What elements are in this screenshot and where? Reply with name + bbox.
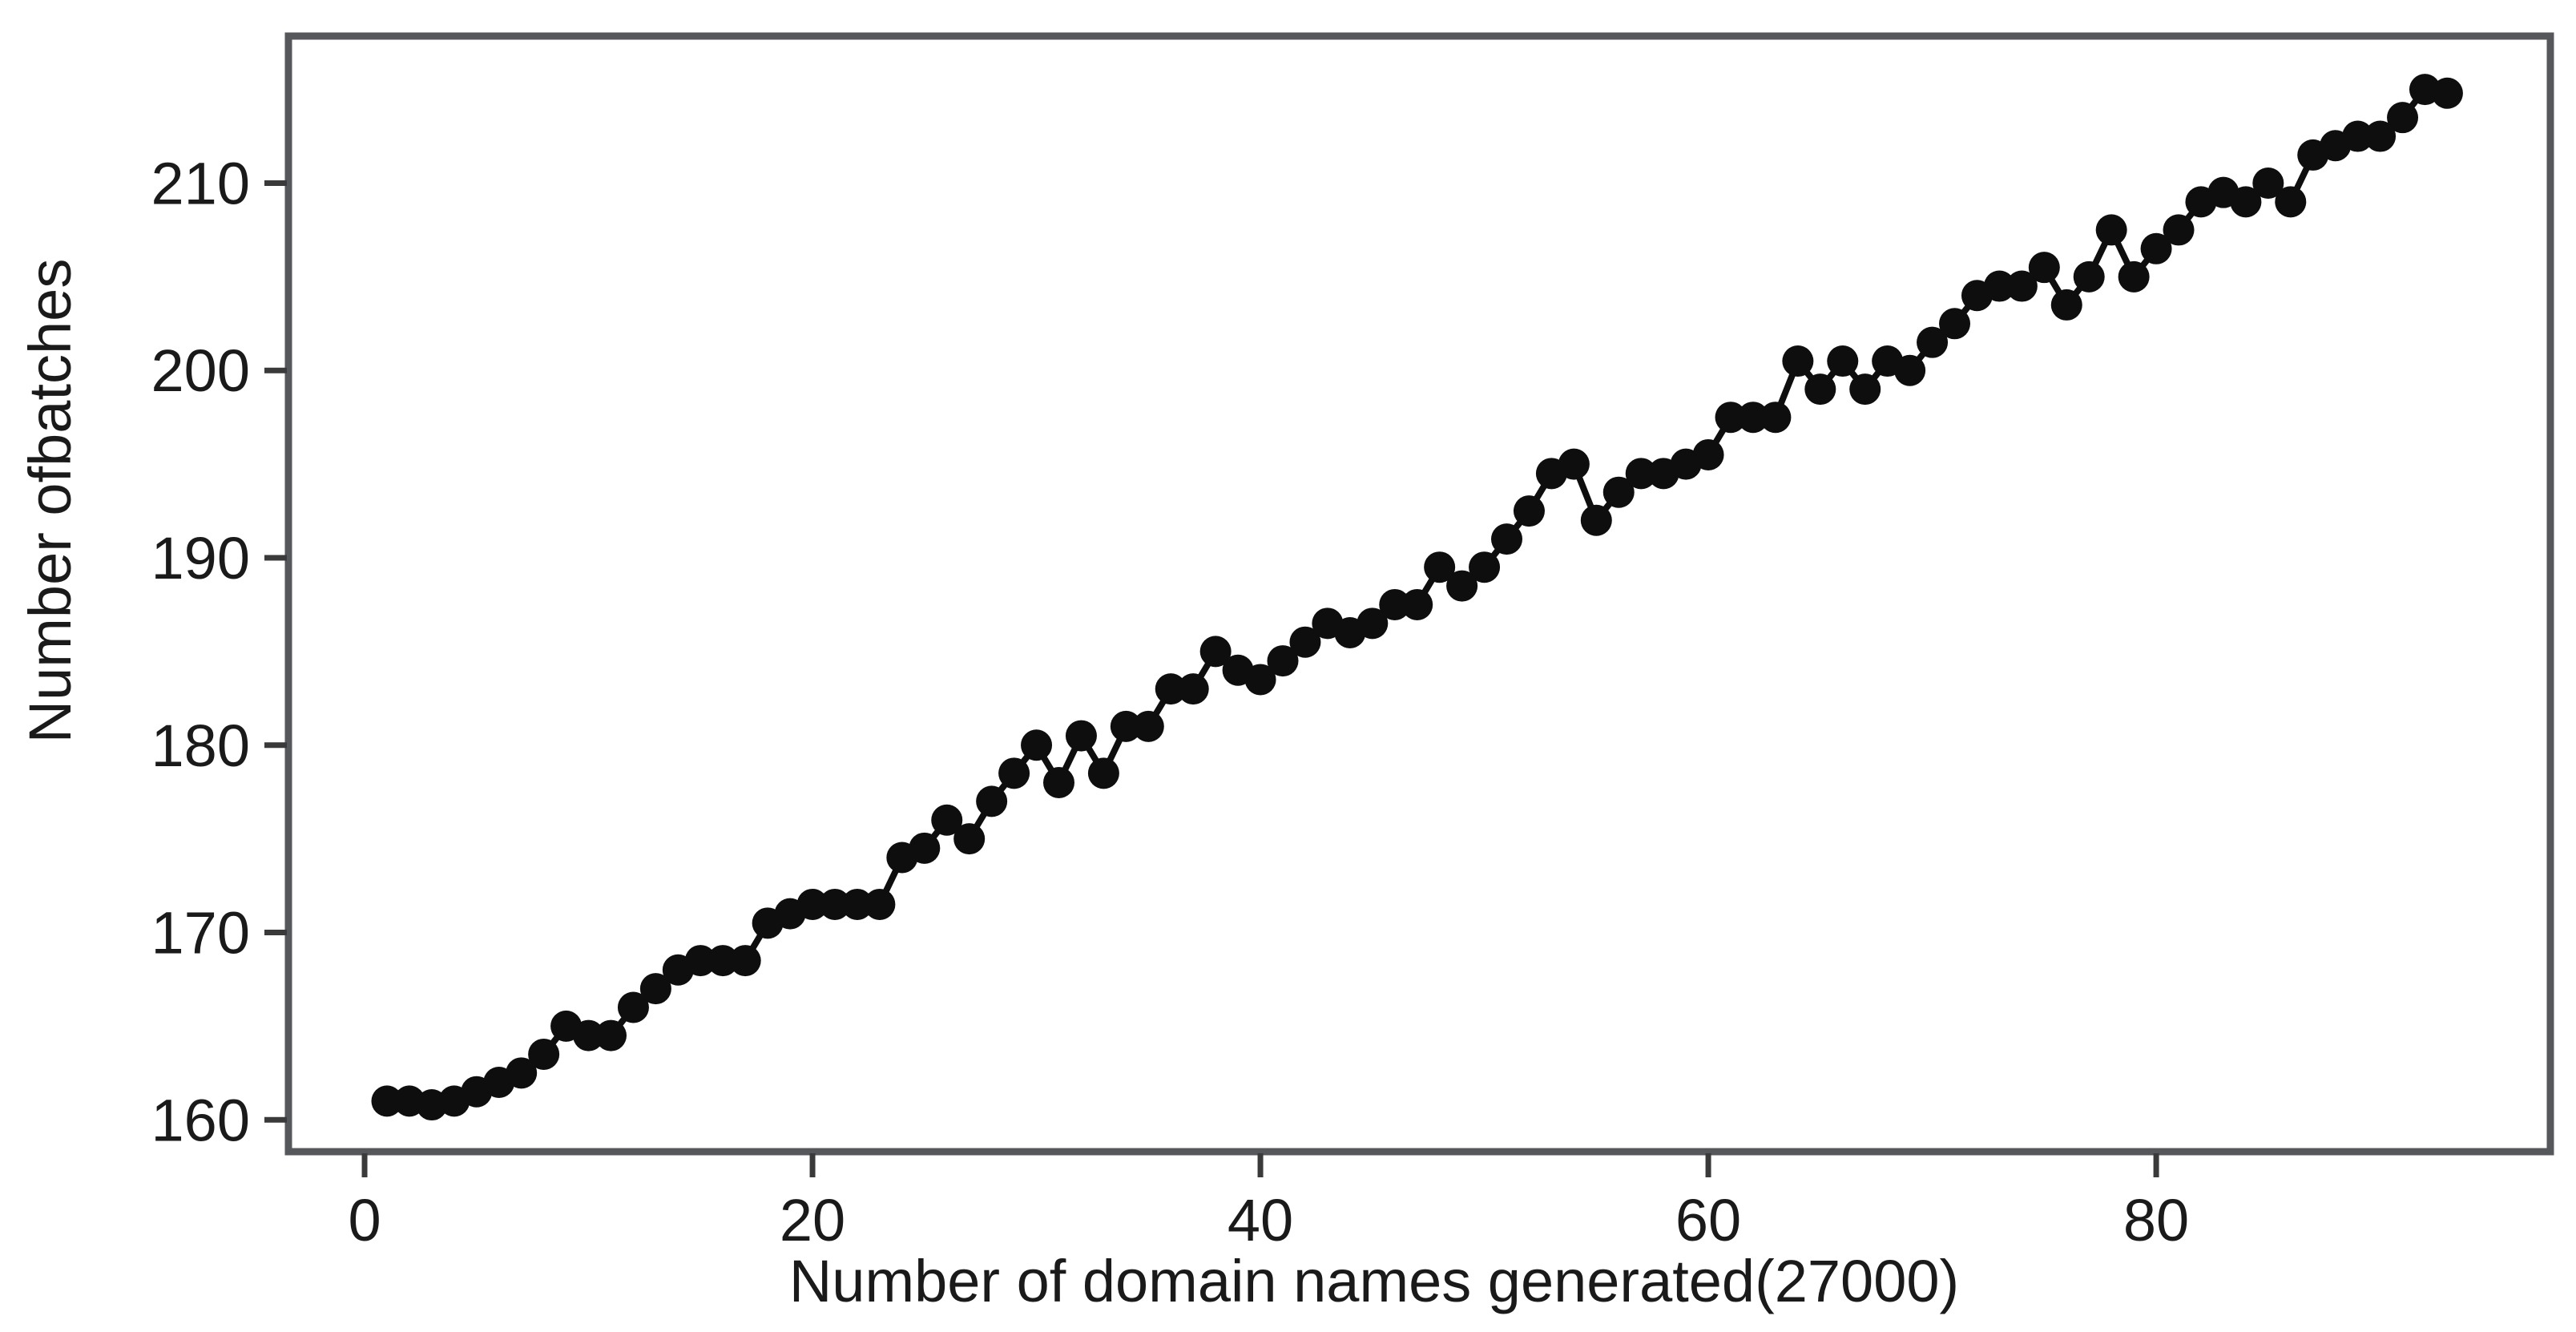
data-point: [617, 991, 649, 1023]
x-tick-label: 80: [2123, 1187, 2189, 1253]
data-point: [573, 1019, 605, 1051]
plot-border: [284, 32, 2554, 1156]
data-point: [1782, 345, 1814, 377]
x-tick-label: 40: [1228, 1187, 1293, 1253]
data-point: [1132, 710, 1164, 742]
data-point: [2006, 270, 2038, 302]
data-point: [371, 1085, 403, 1117]
data-point: [1401, 588, 1433, 620]
data-point: [1199, 636, 1232, 668]
data-point: [1155, 673, 1187, 705]
data-point: [595, 1019, 627, 1051]
data-point: [1379, 588, 1411, 620]
x-tick-label: 60: [1675, 1187, 1741, 1253]
data-point: [1760, 402, 1792, 434]
x-tick-label: 0: [348, 1187, 381, 1253]
data-point: [1513, 495, 1545, 527]
data-point: [864, 888, 896, 920]
data-point: [1065, 720, 1097, 752]
data-point: [2431, 77, 2463, 109]
x-axis-ticks: 0 20 40 60 80: [348, 1153, 2189, 1253]
y-tick-label: 190: [151, 525, 250, 591]
data-point: [1715, 402, 1747, 434]
x-axis-title: Number of domain names generated(27000): [789, 1248, 1959, 1314]
data-point: [1244, 664, 1276, 696]
data-point: [1491, 523, 1523, 555]
y-axis-ticks: 160 170 180 190 200 210: [151, 150, 287, 1153]
data-point: [1804, 373, 1836, 406]
data-point: [2073, 260, 2105, 293]
data-point: [2230, 186, 2262, 218]
data-point: [2387, 102, 2419, 134]
data-point: [2028, 252, 2060, 284]
data-point: [976, 785, 1008, 817]
data-point: [1692, 438, 1724, 470]
data-point: [1446, 570, 1478, 602]
y-tick-label: 160: [151, 1087, 250, 1153]
y-tick-label: 210: [151, 150, 250, 216]
data-point: [2050, 289, 2082, 321]
data-point: [1625, 458, 1657, 490]
data-point: [1894, 354, 1926, 386]
data-point: [2118, 260, 2150, 293]
data-point: [1042, 767, 1074, 799]
data-point: [2342, 120, 2374, 152]
data-point: [1289, 626, 1321, 658]
data-point: [841, 888, 873, 920]
data-point: [684, 945, 716, 977]
x-tick-label: 20: [780, 1187, 845, 1253]
y-tick-label: 170: [151, 900, 250, 967]
data-point: [2095, 214, 2127, 246]
y-tick-label: 180: [151, 712, 250, 779]
data-point: [1602, 476, 1635, 508]
data-point: [2163, 214, 2195, 246]
y-tick-label: 200: [151, 337, 250, 404]
plot-frame: [284, 32, 2554, 1156]
data-point: [1558, 448, 1590, 480]
data-point: [953, 823, 986, 855]
data-point: [1737, 402, 1769, 434]
data-point: [1110, 710, 1142, 742]
data-point: [1424, 551, 1456, 583]
data-point: [1469, 551, 1501, 583]
data-point: [2252, 167, 2284, 199]
data-point: [2140, 232, 2172, 264]
data-point: [1849, 373, 1881, 406]
data-point: [819, 888, 851, 920]
data-point: [506, 1057, 538, 1089]
data-point: [909, 832, 941, 864]
data-point: [1177, 673, 1209, 705]
data-point: [1087, 757, 1119, 789]
data-point: [1983, 270, 2015, 302]
data-point: [998, 757, 1030, 789]
data-point: [729, 945, 761, 977]
data-point: [1580, 504, 1612, 536]
data-point: [528, 1038, 560, 1070]
data-point: [2275, 186, 2307, 218]
data-point: [796, 888, 828, 920]
data-point: [707, 945, 739, 977]
data-series: [371, 74, 2463, 1121]
data-point: [1939, 308, 1971, 340]
data-point: [2364, 120, 2397, 152]
data-point: [1021, 729, 1053, 761]
data-point: [1917, 326, 1949, 358]
data-point: [931, 804, 963, 836]
y-axis-title: Number ofbatches: [17, 259, 83, 744]
data-point: [1267, 645, 1299, 677]
data-point: [1357, 607, 1389, 640]
data-point: [639, 973, 671, 1005]
data-point: [1827, 345, 1859, 377]
